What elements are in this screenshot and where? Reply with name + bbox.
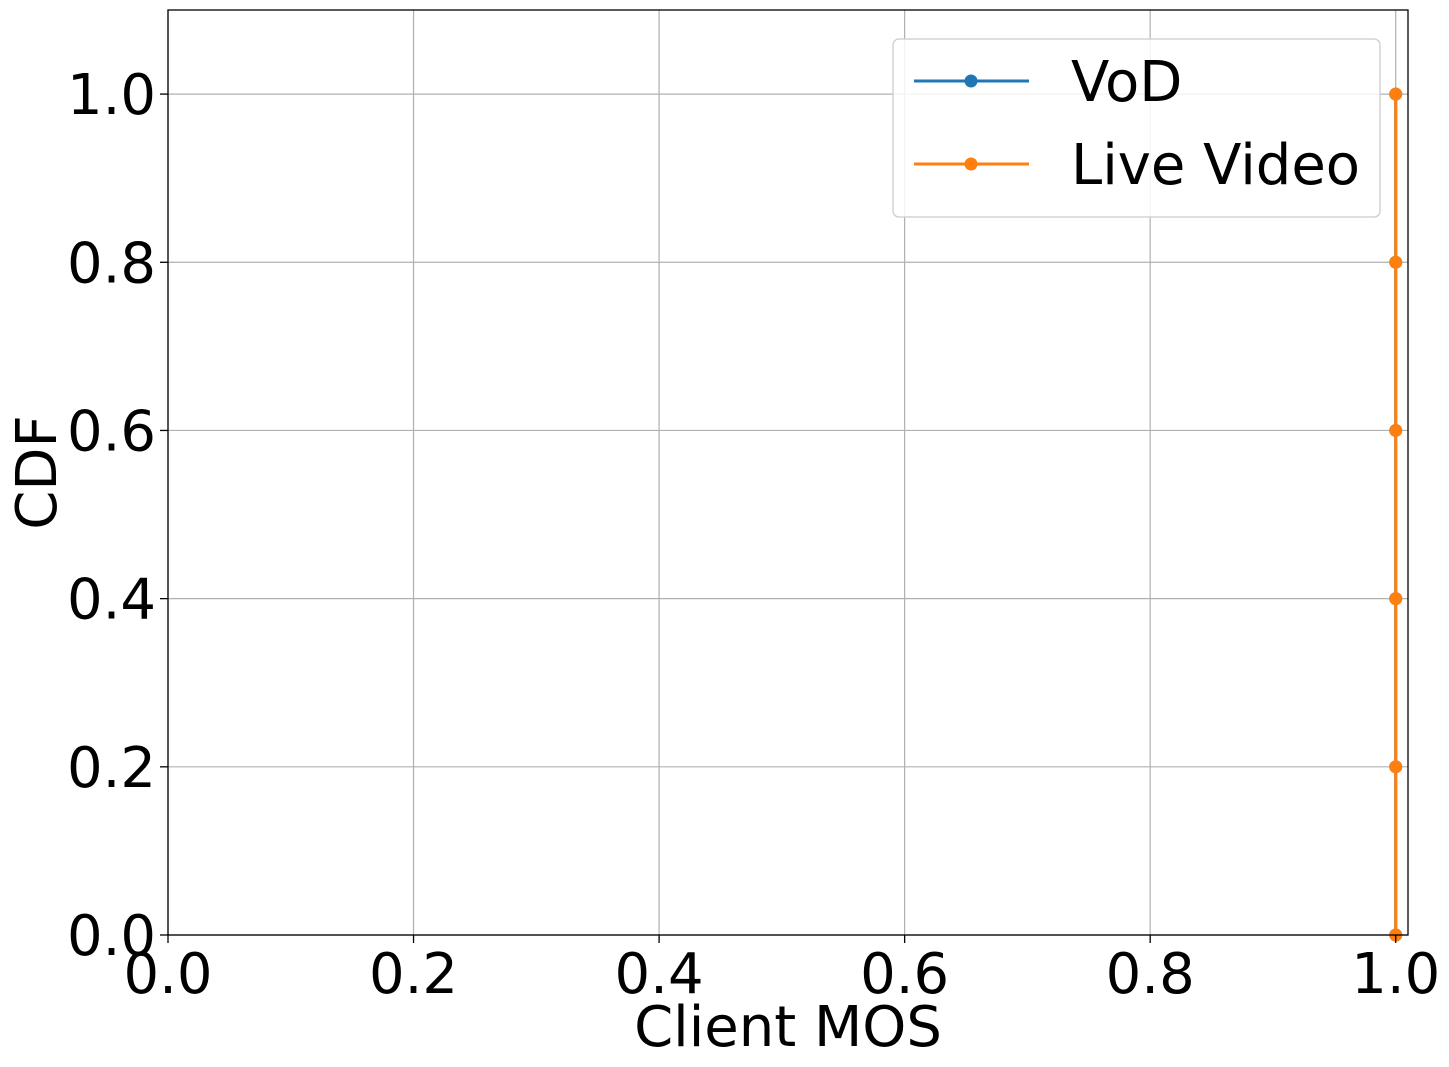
y-tick-label: 1.0: [67, 63, 156, 128]
plot-frame: [167, 9, 1409, 936]
legend-label: Live Video: [1071, 133, 1360, 198]
y-tick-label: 0.2: [67, 736, 156, 801]
grid: [167, 10, 1408, 936]
x-tick-label: 0.6: [860, 942, 949, 1007]
x-tick-label: 0.2: [369, 942, 458, 1007]
series-layer: [1389, 87, 1403, 942]
series-point-1: [1389, 760, 1403, 774]
y-axis-label: CDF: [5, 415, 70, 529]
x-axis-label: Client MOS: [634, 995, 942, 1060]
y-tick-label: 0.4: [67, 568, 156, 633]
ticks: 0.0 0.2 0.4 0.6 0.8 1.0 0.0 0.2 0.4 0.6 0.8 1.0: [67, 63, 1440, 1007]
legend-label: VoD: [1071, 50, 1182, 115]
y-tick-label: 0.0: [67, 904, 156, 969]
series-point-1: [1389, 87, 1403, 101]
x-tick-label: 1.0: [1351, 942, 1440, 1007]
y-tick-label: 0.8: [67, 231, 156, 296]
legend: VoD Live Video: [892, 38, 1381, 218]
x-tick-label: 0.4: [615, 942, 704, 1007]
x-tick-label: 0.8: [1106, 942, 1195, 1007]
series-point-1: [1389, 592, 1403, 606]
series-point-1: [1389, 423, 1403, 437]
series-point-1: [1389, 255, 1403, 269]
legend-swatch-marker: [964, 74, 978, 88]
y-tick-label: 0.6: [67, 399, 156, 464]
x-tick-label: 0.0: [123, 942, 212, 1007]
legend-swatch-marker: [964, 157, 978, 171]
legend-box: [892, 38, 1381, 218]
